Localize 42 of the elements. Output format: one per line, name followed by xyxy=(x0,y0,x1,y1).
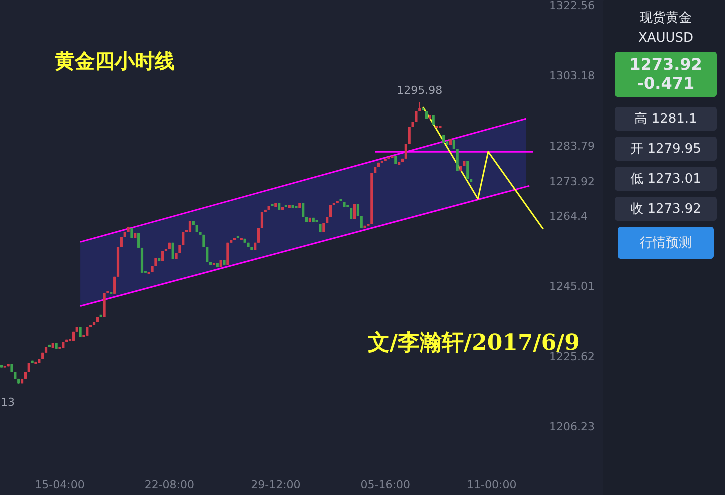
candlestick xyxy=(138,232,140,248)
annotation: 13 xyxy=(1,396,15,409)
candlestick xyxy=(408,126,411,145)
candlestick xyxy=(302,202,305,218)
candlestick xyxy=(432,114,435,126)
text: 开 1279.95 xyxy=(630,142,702,157)
text: 现货黄金 xyxy=(640,11,692,26)
x-tick-label: 05-16:00 xyxy=(360,478,410,492)
text: 行情预测 xyxy=(640,236,692,251)
y-tick-label: 1245.01 xyxy=(550,280,595,294)
candlestick xyxy=(182,232,185,246)
candlestick xyxy=(226,242,230,266)
candlestick xyxy=(353,204,356,220)
candlestick xyxy=(404,144,408,160)
y-tick-label: 1206.23 xyxy=(550,420,595,434)
annotation: 1295.98 xyxy=(397,84,443,98)
candlestick xyxy=(79,326,82,338)
candlestick xyxy=(456,148,459,172)
candlestick xyxy=(103,292,106,318)
text: 高 1281.1 xyxy=(634,111,698,127)
text: 1273.92 xyxy=(630,55,702,74)
y-tick-label: 1273.92 xyxy=(550,176,595,189)
candlestick xyxy=(206,246,209,263)
text: 收 1273.92 xyxy=(630,202,702,217)
y-tick-label: 1264.4 xyxy=(550,210,588,223)
text: -0.471 xyxy=(637,74,695,93)
x-tick-label: 29-12:00 xyxy=(251,478,301,492)
text: 低 1273.01 xyxy=(630,172,702,187)
y-tick-label: 1303.18 xyxy=(550,70,595,83)
text: 黄金四小时线 xyxy=(54,49,175,73)
y-tick-label: 1283.79 xyxy=(550,140,595,153)
candlestick xyxy=(257,228,260,244)
x-tick-label: 15-04:00 xyxy=(35,478,85,492)
candlestick xyxy=(114,276,116,294)
candlestick xyxy=(162,250,164,262)
text: XAUUSD xyxy=(638,31,694,46)
x-tick-label: 22-08:00 xyxy=(144,478,195,492)
x-tick-label: 11-00:00 xyxy=(467,478,517,492)
line-series xyxy=(422,106,544,230)
candlestick xyxy=(466,160,470,180)
candlestick xyxy=(260,212,264,229)
y-tick-label: 1322.56 xyxy=(550,0,595,12)
